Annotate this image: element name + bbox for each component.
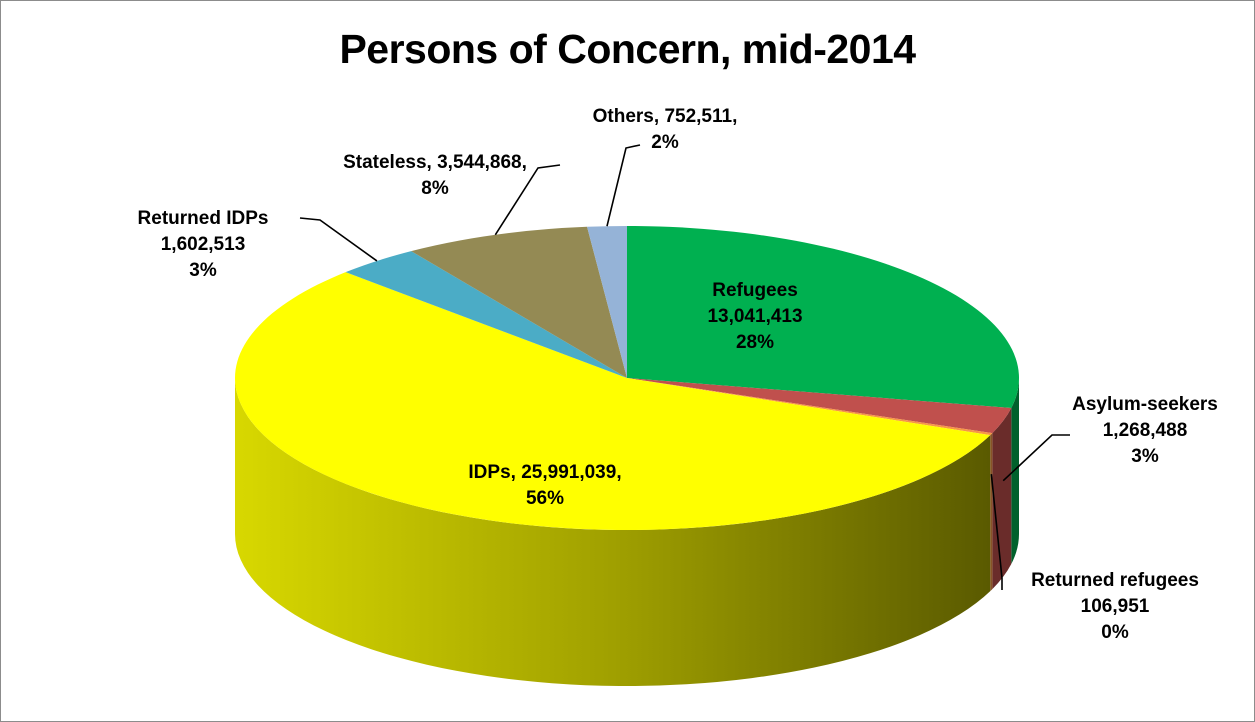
pie-slice-idps (235, 272, 991, 530)
leader-line-returned-refugees (990, 474, 1003, 590)
label-returned-refugees-name: Returned refugees (1031, 570, 1199, 591)
label-others-percent: 2% (651, 132, 679, 153)
label-returned-refugees-percent: 0% (1101, 622, 1129, 643)
label-returned-idps-name: Returned IDPs (137, 208, 269, 229)
label-idps-percent: 56% (525, 488, 565, 509)
label-others-value: 752,511 (664, 106, 733, 127)
label-returned-idps-value: 1,602,513 (160, 234, 246, 255)
leader-line-returned-idps (299, 217, 378, 262)
label-refugees-percent: 28% (735, 332, 775, 353)
pie-slice-refugees (627, 226, 1020, 409)
label-returned-refugees: Returned refugees 106,951 0% (998, 568, 1232, 646)
pie-slice-returned-idps (345, 251, 627, 378)
label-others: Others, 752,511, 2% (565, 104, 765, 156)
label-asylum-seekers-value: 1,268,488 (1102, 420, 1188, 441)
label-asylum-seekers-percent: 3% (1131, 446, 1159, 467)
leader-line-stateless (494, 164, 561, 236)
label-stateless-value: 3,544,868 (437, 152, 522, 173)
label-others-name: Others (592, 106, 654, 127)
pie-side-refugees (1011, 378, 1019, 565)
label-returned-idps-percent: 3% (189, 260, 217, 281)
pie-side-asylum-seekers (992, 408, 1012, 590)
pie-slice-asylum-seekers (627, 378, 1012, 434)
label-refugees-value: 13,041,413 (707, 306, 803, 327)
label-returned-idps: Returned IDPs 1,602,513 3% (108, 206, 298, 284)
label-idps-value: 25,991,039 (521, 462, 617, 483)
chart-title: Persons of Concern, mid-2014 (339, 26, 916, 72)
pie-side-returned-refugees (990, 433, 993, 592)
pie-slice-stateless (411, 226, 627, 378)
label-asylum-seekers-name: Asylum-seekers (1072, 394, 1218, 415)
pie-slice-others (587, 226, 627, 378)
label-asylum-seekers: Asylum-seekers 1,268,488 3% (1040, 392, 1250, 470)
label-stateless-percent: 8% (421, 178, 449, 199)
label-stateless-name: Stateless (343, 152, 427, 173)
pie-side-idps (235, 378, 991, 686)
label-stateless: Stateless, 3,544,868, 8% (310, 150, 560, 202)
label-idps: IDPs, 25,991,039, 56% (420, 460, 670, 512)
pie-slice-returned-refugees (627, 378, 993, 436)
label-returned-refugees-value: 106,951 (1080, 596, 1150, 617)
label-refugees: Refugees 13,041,413 28% (650, 278, 860, 356)
label-refugees-name: Refugees (712, 280, 798, 301)
leader-line-asylum-seekers (1002, 434, 1070, 482)
label-idps-name: IDPs (468, 462, 511, 483)
leader-line-others (606, 144, 641, 227)
